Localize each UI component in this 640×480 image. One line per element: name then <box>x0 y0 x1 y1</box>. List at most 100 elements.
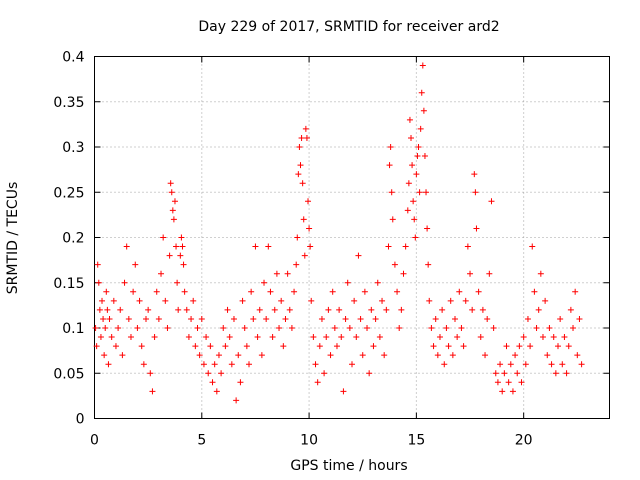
data-point <box>130 288 137 295</box>
data-point <box>550 334 557 341</box>
data-point <box>411 216 418 223</box>
data-point <box>312 361 319 368</box>
axis-ticks: 0 0.05 0.1 0.15 0.2 0.25 0.3 0.35 0.4 0 5 10 15 20 <box>53 50 610 449</box>
data-point <box>559 361 566 368</box>
data-point <box>420 107 427 114</box>
data-point <box>383 306 390 313</box>
data-point <box>387 144 394 150</box>
data-point <box>112 343 119 350</box>
data-point <box>327 352 334 359</box>
data-point <box>140 361 147 368</box>
y-tick-label: 0.2 <box>62 231 84 247</box>
data-point <box>574 352 581 359</box>
data-point <box>101 352 108 359</box>
data-point <box>537 270 544 277</box>
data-point <box>136 297 143 304</box>
data-point <box>190 297 197 304</box>
x-tick-label: 15 <box>407 433 425 449</box>
data-point <box>175 306 182 313</box>
data-point <box>200 361 207 368</box>
data-point <box>296 144 303 150</box>
data-point <box>162 297 169 304</box>
data-point <box>305 198 312 205</box>
data-point <box>173 243 180 250</box>
data-point <box>391 261 398 268</box>
data-point <box>252 243 259 250</box>
data-point <box>469 306 476 313</box>
data-point <box>117 306 124 313</box>
data-point <box>424 225 431 232</box>
data-point <box>409 162 416 169</box>
data-point <box>298 134 305 141</box>
data-point <box>96 306 103 313</box>
data-point <box>100 315 107 322</box>
y-tick-label: 0.3 <box>62 140 84 156</box>
data-point <box>385 243 392 250</box>
data-point <box>323 334 330 341</box>
data-point <box>398 306 405 313</box>
data-point <box>104 306 111 313</box>
data-point <box>370 343 377 350</box>
data-point <box>307 243 314 250</box>
data-point <box>213 388 220 395</box>
data-point <box>527 343 534 350</box>
data-point <box>228 361 235 368</box>
data-point <box>539 334 546 341</box>
data-point <box>267 288 274 295</box>
data-point <box>254 334 261 341</box>
data-point <box>316 343 323 350</box>
data-point <box>97 334 104 341</box>
data-point <box>576 315 583 322</box>
data-point <box>544 352 551 359</box>
data-point <box>497 361 504 368</box>
data-point <box>501 370 508 377</box>
data-point <box>344 279 351 286</box>
data-point <box>280 343 287 350</box>
data-point <box>406 116 413 123</box>
data-point <box>284 270 291 277</box>
data-point <box>479 306 486 313</box>
data-point <box>102 325 109 331</box>
data-point <box>127 334 134 341</box>
data-point <box>211 361 218 368</box>
data-point <box>336 306 343 313</box>
data-point <box>196 352 203 359</box>
data-point <box>546 325 553 331</box>
data-point <box>460 343 467 350</box>
data-point <box>168 189 175 196</box>
data-point <box>548 361 555 368</box>
y-tick-label: 0.1 <box>62 321 84 337</box>
data-points <box>92 62 585 404</box>
data-point <box>181 288 188 295</box>
data-point <box>106 315 113 322</box>
data-point <box>413 171 420 178</box>
data-point <box>233 397 240 404</box>
data-point <box>169 207 176 214</box>
data-point <box>115 325 122 331</box>
data-point <box>512 352 519 359</box>
data-point <box>410 198 417 205</box>
y-tick-label: 0.25 <box>53 185 84 201</box>
data-point <box>449 352 456 359</box>
data-point <box>170 216 177 223</box>
data-point <box>578 361 585 368</box>
data-point <box>404 207 411 214</box>
data-point <box>299 180 306 187</box>
y-tick-label: 0.4 <box>62 50 84 66</box>
data-point <box>224 306 231 313</box>
data-point <box>507 361 514 368</box>
data-point <box>488 198 495 205</box>
data-point <box>342 315 349 322</box>
data-point <box>533 325 540 331</box>
data-point <box>308 297 315 304</box>
y-tick-label: 0.15 <box>53 276 84 292</box>
data-point <box>132 261 139 268</box>
data-point <box>499 388 506 395</box>
data-point <box>282 315 289 322</box>
data-point <box>263 315 270 322</box>
y-tick-label: 0.35 <box>53 95 84 111</box>
data-point <box>294 234 301 241</box>
data-point <box>207 343 214 350</box>
data-point <box>456 288 463 295</box>
data-point <box>542 297 549 304</box>
